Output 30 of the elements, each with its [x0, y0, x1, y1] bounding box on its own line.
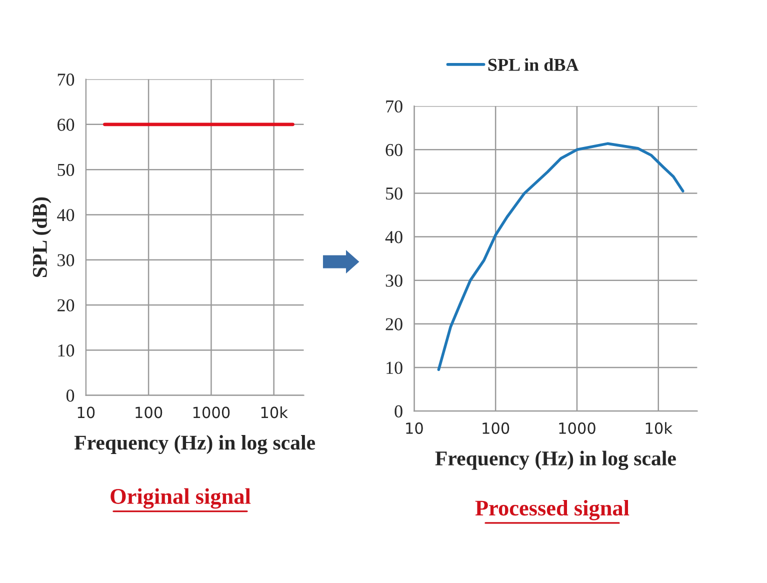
y-tick-label: 50 [58, 164, 74, 176]
x-tick-label: 1000 [193, 406, 230, 418]
y-tick-label: 10 [386, 362, 402, 374]
text: Processed signal [475, 500, 630, 520]
x-tick-label: 100 [136, 406, 162, 418]
y-tick-label: 60 [386, 144, 402, 156]
y-tick-label: 30 [386, 274, 402, 287]
y-tick-label: 30 [58, 254, 74, 266]
y-tick-label: 50 [386, 187, 402, 200]
y-tick-label: 10 [58, 344, 74, 357]
x-tick-label: 1000 [559, 422, 596, 434]
x-axis-title: Frequency (Hz) in log scale [435, 450, 676, 470]
x-tick-label: 10 [78, 406, 95, 418]
y-tick-label: 70 [386, 100, 402, 113]
y-tick-label: 20 [386, 318, 402, 330]
y-axis-title: SPL (dB) [32, 197, 52, 277]
x-axis-title: Frequency (Hz) in log scale [74, 435, 316, 454]
y-tick-label: 70 [58, 74, 74, 86]
y-tick-label: 20 [58, 299, 74, 312]
y-tick-label: 40 [385, 231, 402, 244]
y-tick-label: 60 [58, 118, 74, 131]
y-tick-label: 0 [394, 405, 402, 418]
x-tick-label: 10k [646, 422, 672, 434]
y-tick-label: 0 [66, 390, 74, 402]
x-tick-label: 100 [482, 422, 510, 434]
x-tick-label: 10k [261, 406, 288, 418]
legend-label: SPL in dBA [488, 58, 579, 71]
y-tick-label: 40 [57, 208, 74, 222]
text: Original signal [110, 488, 251, 509]
x-tick-label: 10 [406, 422, 423, 434]
